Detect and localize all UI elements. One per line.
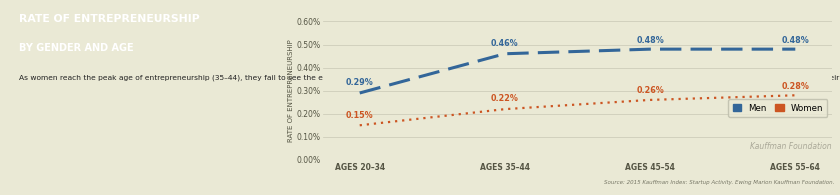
Text: RATE OF ENTREPRENEURSHIP: RATE OF ENTREPRENEURSHIP bbox=[18, 14, 199, 24]
Y-axis label: RATE OF ENTREPRENEURSHIP: RATE OF ENTREPRENEURSHIP bbox=[288, 39, 294, 142]
Text: Kauffman Foundation: Kauffman Foundation bbox=[750, 142, 832, 151]
Text: 0.48%: 0.48% bbox=[636, 35, 664, 44]
Text: 0.29%: 0.29% bbox=[346, 78, 374, 87]
Legend: Men, Women: Men, Women bbox=[728, 99, 827, 117]
Text: 0.46%: 0.46% bbox=[491, 39, 519, 48]
Text: 0.48%: 0.48% bbox=[781, 35, 809, 44]
Text: As women reach the peak age of entrepreneurship (35–44), they fail to see the ex: As women reach the peak age of entrepren… bbox=[18, 74, 840, 81]
Text: 0.15%: 0.15% bbox=[346, 111, 374, 120]
Text: 0.22%: 0.22% bbox=[491, 94, 519, 103]
Text: 0.26%: 0.26% bbox=[636, 86, 664, 95]
Text: Source: 2015 Kauffman Index: Startup Activity. Ewing Marion Kauffman Foundation.: Source: 2015 Kauffman Index: Startup Act… bbox=[604, 180, 834, 185]
Text: 0.28%: 0.28% bbox=[781, 82, 809, 91]
Text: BY GENDER AND AGE: BY GENDER AND AGE bbox=[18, 43, 134, 53]
